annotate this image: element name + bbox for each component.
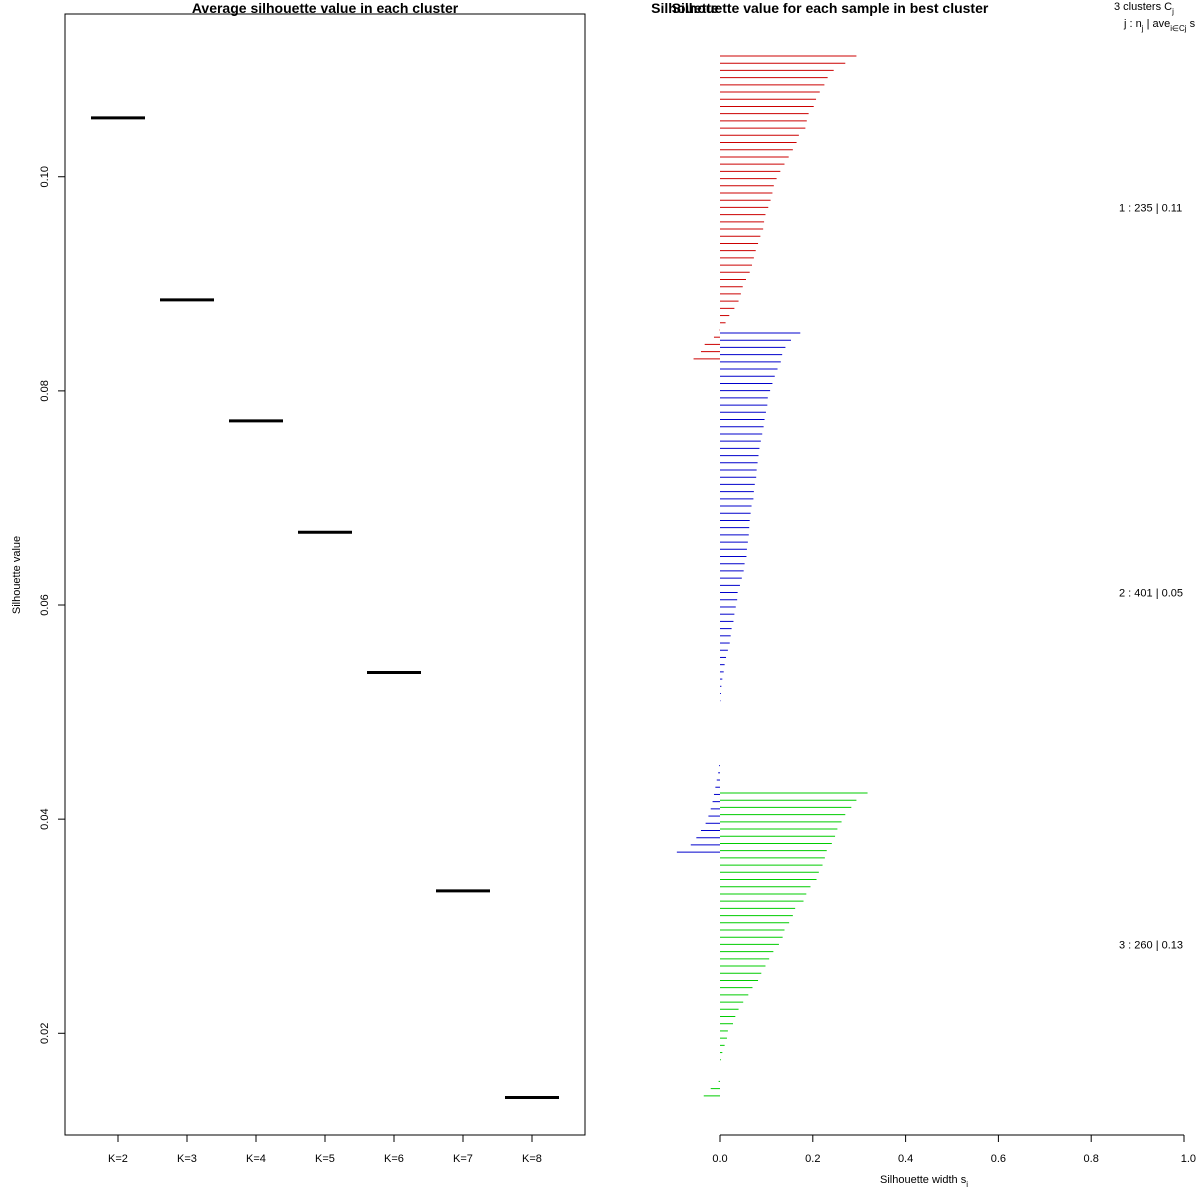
sil-cluster-label-1: 1 : 235 | 0.11 — [1119, 202, 1182, 214]
sil-header-line2-sub2: i∈Cj — [1170, 24, 1187, 33]
sil-x-tick-label: 0.8 — [1084, 1153, 1099, 1165]
sil-x-tick-label: 0.2 — [805, 1153, 820, 1165]
avg-y-axis-label: Silhouette value — [11, 536, 23, 614]
avg-x-tick-label: K=5 — [315, 1153, 335, 1165]
sil-overlay-title: Silhouette — [651, 0, 719, 16]
sil-x-axis: 0.0 0.2 0.4 0.6 0.8 1.0 — [712, 1134, 1196, 1165]
sil-cluster-label-2: 2 : 401 | 0.05 — [1119, 588, 1183, 600]
sil-header-line1: 3 clusters Cj — [1114, 1, 1174, 16]
sil-x-tick-label: 0.0 — [712, 1153, 727, 1165]
sil-x-tick-label: 0.4 — [898, 1153, 913, 1165]
sil-x-tick-label: 0.6 — [991, 1153, 1006, 1165]
sil-header-line2-rest: | ave — [1144, 18, 1171, 30]
sil-header-line1-sub: j — [1171, 7, 1174, 16]
sil-header-line1-text: 3 clusters C — [1114, 1, 1172, 13]
sil-header-line2: j : nj | avei∈Cj s — [1123, 18, 1196, 33]
avg-plot-frame — [64, 13, 586, 1136]
sil-x-axis-label-text: Silhouette width s — [880, 1174, 967, 1186]
avg-x-tick-label: K=8 — [522, 1153, 542, 1165]
sil-header-line2-text: j : n — [1123, 18, 1142, 30]
sil-header-line2-end: s — [1187, 18, 1196, 30]
avg-marks — [91, 116, 559, 1100]
sil-x-axis-label: Silhouette width si — [880, 1174, 968, 1189]
avg-x-axis: K=2 K=3 K=4 K=5 K=6 K=7 K=8 — [108, 1134, 542, 1165]
avg-x-tick-label: K=7 — [453, 1153, 473, 1165]
sil-x-axis-label-sub: i — [966, 1180, 968, 1189]
avg-y-tick-label: 0.06 — [39, 594, 51, 615]
avg-y-axis: 0.02 0.04 0.06 0.08 0.10 — [39, 166, 66, 1044]
sil-cluster-label-3: 3 : 260 | 0.13 — [1119, 939, 1183, 951]
sil-bars — [676, 55, 868, 1097]
avg-y-tick-label: 0.10 — [39, 166, 51, 187]
avg-x-tick-label: K=4 — [246, 1153, 266, 1165]
sil-x-tick-label: 1.0 — [1181, 1153, 1196, 1165]
avg-y-tick-label: 0.08 — [39, 380, 51, 401]
avg-x-tick-label: K=6 — [384, 1153, 404, 1165]
silhouette-panel: Silhouette Silhouette value for each sam… — [651, 0, 1196, 1189]
sil-cluster-labels: 1 : 235 | 0.11 2 : 401 | 0.05 3 : 260 | 0.… — [1119, 202, 1183, 951]
avg-chart-title: Average silhouette value in each cluster — [192, 0, 459, 16]
avg-silhouette-panel: Average silhouette value in each cluster… — [11, 0, 586, 1165]
sil-chart-title: Silhouette value for each sample in best… — [672, 0, 989, 16]
avg-y-tick-label: 0.02 — [39, 1023, 51, 1044]
avg-x-tick-label: K=2 — [108, 1153, 128, 1165]
sil-header-line2-sub: j — [1141, 24, 1144, 33]
avg-y-tick-label: 0.04 — [39, 808, 51, 829]
avg-x-tick-label: K=3 — [177, 1153, 197, 1165]
